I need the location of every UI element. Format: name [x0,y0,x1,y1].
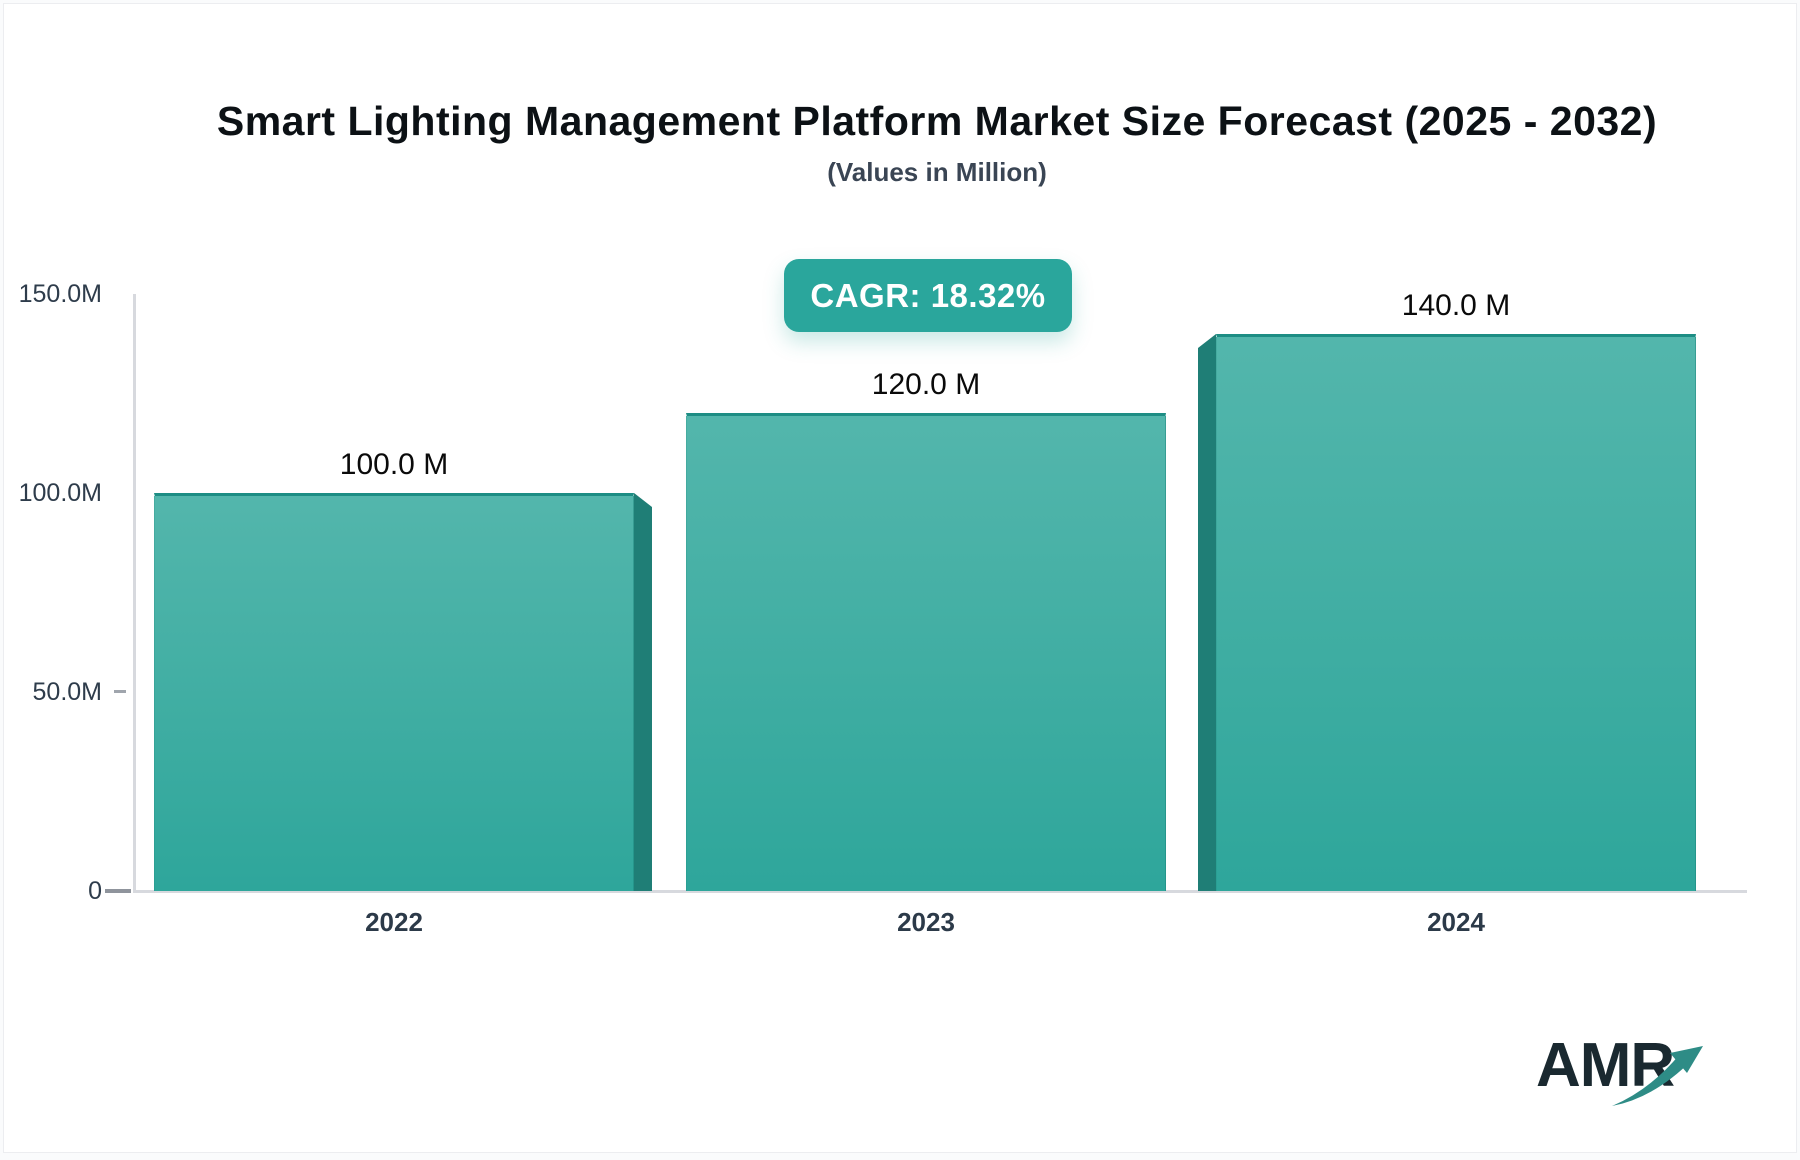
bar-side-3d [634,493,652,891]
bar-2022 [154,493,634,891]
cagr-badge: CAGR: 18.32% [784,259,1072,332]
x-axis-category-label: 2022 [365,907,423,937]
chart-title: Smart Lighting Management Platform Marke… [216,98,1658,144]
bar-2024 [1216,334,1696,891]
y-axis-tick-label: 100.0M [18,479,102,507]
bar-side-3d [1198,334,1216,891]
bar-value-label: 140.0 M [1401,289,1511,322]
chart-card: Smart Lighting Management Platform Marke… [3,3,1797,1153]
x-axis-line [133,890,1747,893]
x-axis-category-label: 2024 [1427,907,1485,937]
amr-logo: AMR [1536,1030,1736,1120]
chart-header: Smart Lighting Management Platform Marke… [78,96,1796,188]
y-axis-tick-mark [105,889,131,893]
chart-subtitle: (Values in Million) [827,157,1047,187]
y-axis-line [133,294,136,891]
bar-value-label: 120.0 M [871,368,981,401]
y-axis-tick-mark [114,690,126,693]
bar-value-label: 100.0 M [339,448,449,481]
y-axis-tick-label: 150.0M [18,280,102,308]
bar-2023 [686,413,1166,891]
y-axis-tick-label: 50.0M [32,678,102,706]
y-axis-tick-label: 0 [88,877,102,905]
growth-arrow-icon [1612,1046,1703,1106]
plot-area: 150.0M 100.0M 50.0M 0 100.0 M 2022 120.0 M 2023… [4,4,1800,1160]
cagr-badge-label: CAGR: 18.32% [810,276,1046,314]
x-axis-category-label: 2023 [897,907,955,937]
